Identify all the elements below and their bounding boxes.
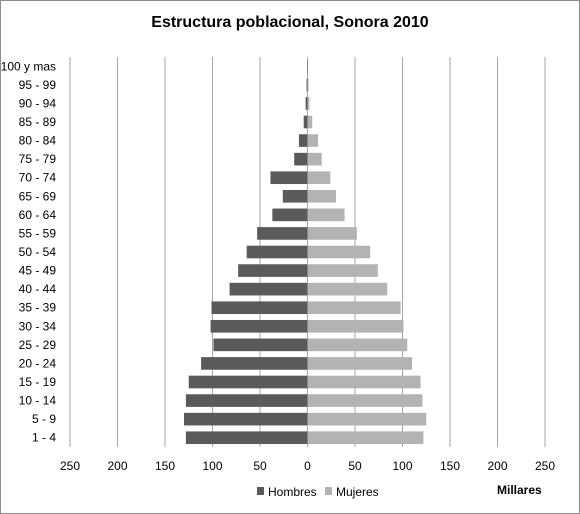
bar-mujeres xyxy=(307,412,427,426)
unit-label: Millares xyxy=(497,483,542,497)
bar-mujeres xyxy=(307,208,345,222)
bar-mujeres xyxy=(307,282,388,296)
y-tick-label: 25 - 29 xyxy=(19,338,57,352)
bar-hombres xyxy=(238,264,308,277)
y-tick-label: 70 - 74 xyxy=(19,171,57,185)
y-tick-label: 55 - 59 xyxy=(19,226,57,240)
x-tick-label: 250 xyxy=(60,459,80,473)
bar-hombres xyxy=(306,78,308,92)
bar-mujeres xyxy=(307,375,421,389)
x-tick-label: 200 xyxy=(107,459,127,473)
x-tick-label: 200 xyxy=(487,459,507,473)
x-tick-label: 250 xyxy=(535,459,555,473)
y-tick-label: 80 - 84 xyxy=(19,134,57,148)
bar-hombres xyxy=(201,357,308,370)
bar-hombres xyxy=(272,208,308,222)
y-axis-labels: 1 - 4 5 - 9 10 - 14 15 - 19 20 - 24 25 - 29 30… xyxy=(1,59,57,444)
y-tick-label: 60 - 64 xyxy=(19,208,57,222)
x-tick-label: 150 xyxy=(155,459,175,473)
bar-hombres xyxy=(184,412,308,426)
bar-mujeres xyxy=(307,152,322,166)
bar-hombres xyxy=(282,189,308,203)
bar-mujeres xyxy=(307,171,331,185)
bar-hombres xyxy=(213,338,308,352)
y-tick-label: 30 - 34 xyxy=(19,319,57,333)
y-tick-label: 10 - 14 xyxy=(19,394,57,408)
y-tick-label: 75 - 79 xyxy=(19,152,57,166)
bar-hombres xyxy=(185,394,308,407)
y-tick-label: 45 - 49 xyxy=(19,264,57,278)
bar-hombres xyxy=(303,115,308,129)
bar-hombres xyxy=(270,171,308,185)
x-tick-label: 150 xyxy=(440,459,460,473)
bar-hombres xyxy=(294,152,308,166)
bar-hombres xyxy=(298,134,308,147)
x-tick-label: 100 xyxy=(202,459,222,473)
y-tick-label: 50 - 54 xyxy=(19,245,57,259)
bar-mujeres xyxy=(307,319,404,333)
bar-mujeres xyxy=(307,431,424,445)
bar-mujeres xyxy=(307,245,371,259)
x-tick-label: 50 xyxy=(348,459,362,473)
legend-swatch-hombres xyxy=(257,487,264,495)
y-tick-label: 95 - 99 xyxy=(19,78,57,92)
chart-title: Estructura poblacional, Sonora 2010 xyxy=(151,14,429,31)
y-tick-label: 1 - 4 xyxy=(32,431,56,445)
bar-hombres xyxy=(229,282,308,296)
bar-mujeres xyxy=(307,264,378,277)
x-axis-labels: 250 200 150 100 50 0 50 100 150 200 250 xyxy=(60,459,555,473)
y-tick-label: 40 - 44 xyxy=(19,282,57,296)
x-tick-label: 0 xyxy=(304,459,311,473)
y-tick-label: 85 - 89 xyxy=(19,115,57,129)
bar-mujeres xyxy=(307,227,357,240)
bar-mujeres xyxy=(307,134,318,147)
bar-hombres xyxy=(211,301,308,315)
bar-mujeres xyxy=(307,301,401,315)
x-tick-label: 100 xyxy=(392,459,412,473)
bar-hombres xyxy=(188,375,308,389)
legend-swatch-mujeres xyxy=(325,487,332,495)
y-tick-label: 5 - 9 xyxy=(32,412,56,426)
bar-hombres xyxy=(210,319,308,333)
bar-hombres xyxy=(185,431,308,445)
bar-mujeres xyxy=(307,189,336,203)
bar-mujeres xyxy=(307,115,313,129)
bar-hombres xyxy=(257,227,308,240)
y-tick-label: 20 - 24 xyxy=(19,356,57,370)
legend-label-hombres: Hombres xyxy=(268,485,317,499)
y-tick-label: 65 - 69 xyxy=(19,189,57,203)
bar-mujeres xyxy=(307,357,412,370)
y-tick-label: 15 - 19 xyxy=(19,375,57,389)
x-tick-label: 50 xyxy=(253,459,267,473)
bar-mujeres xyxy=(307,78,309,92)
bar-hombres xyxy=(246,245,308,259)
bar-mujeres xyxy=(307,97,310,110)
bars xyxy=(184,59,427,445)
legend: Hombres Mujeres xyxy=(257,485,379,499)
y-tick-label: 35 - 39 xyxy=(19,301,57,315)
bar-hombres xyxy=(305,97,308,110)
y-tick-label: 100 y mas xyxy=(1,59,56,73)
bar-mujeres xyxy=(307,394,423,407)
y-tick-label: 90 - 94 xyxy=(19,96,57,110)
legend-label-mujeres: Mujeres xyxy=(336,485,379,499)
bar-mujeres xyxy=(307,338,408,352)
